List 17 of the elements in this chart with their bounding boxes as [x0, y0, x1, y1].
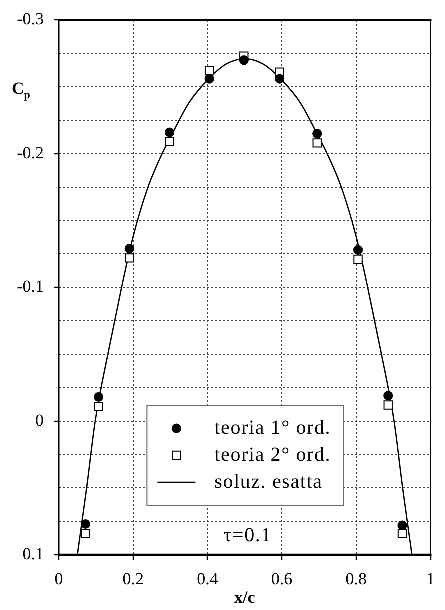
x-tick-label: 0.8 — [346, 570, 368, 589]
y-axis-title: C$_{p}$ — [12, 79, 30, 102]
legend-label: teoria 2° ord. — [214, 444, 332, 466]
y-tick-label: -0.1 — [17, 277, 44, 296]
x-axis-title: x/c — [234, 588, 256, 608]
x-tick-label: 0.6 — [271, 570, 293, 589]
legend-label: soluz. esatta — [214, 470, 323, 493]
legend-label: teoria 1° ord. — [214, 416, 332, 439]
y-tick-label: -0.2 — [17, 143, 44, 162]
y-tick-label: 0 — [36, 410, 44, 430]
x-tick-label: 0 — [54, 570, 64, 589]
y-tick-label: -0.3 — [17, 10, 44, 29]
x-tick-label: 1 — [426, 570, 435, 589]
x-tick-label: 0.2 — [122, 570, 144, 589]
annotation: τ=0.1 — [224, 524, 272, 546]
x-tick-label: 0.4 — [197, 570, 219, 589]
y-tick-label: 0.1 — [22, 544, 44, 564]
